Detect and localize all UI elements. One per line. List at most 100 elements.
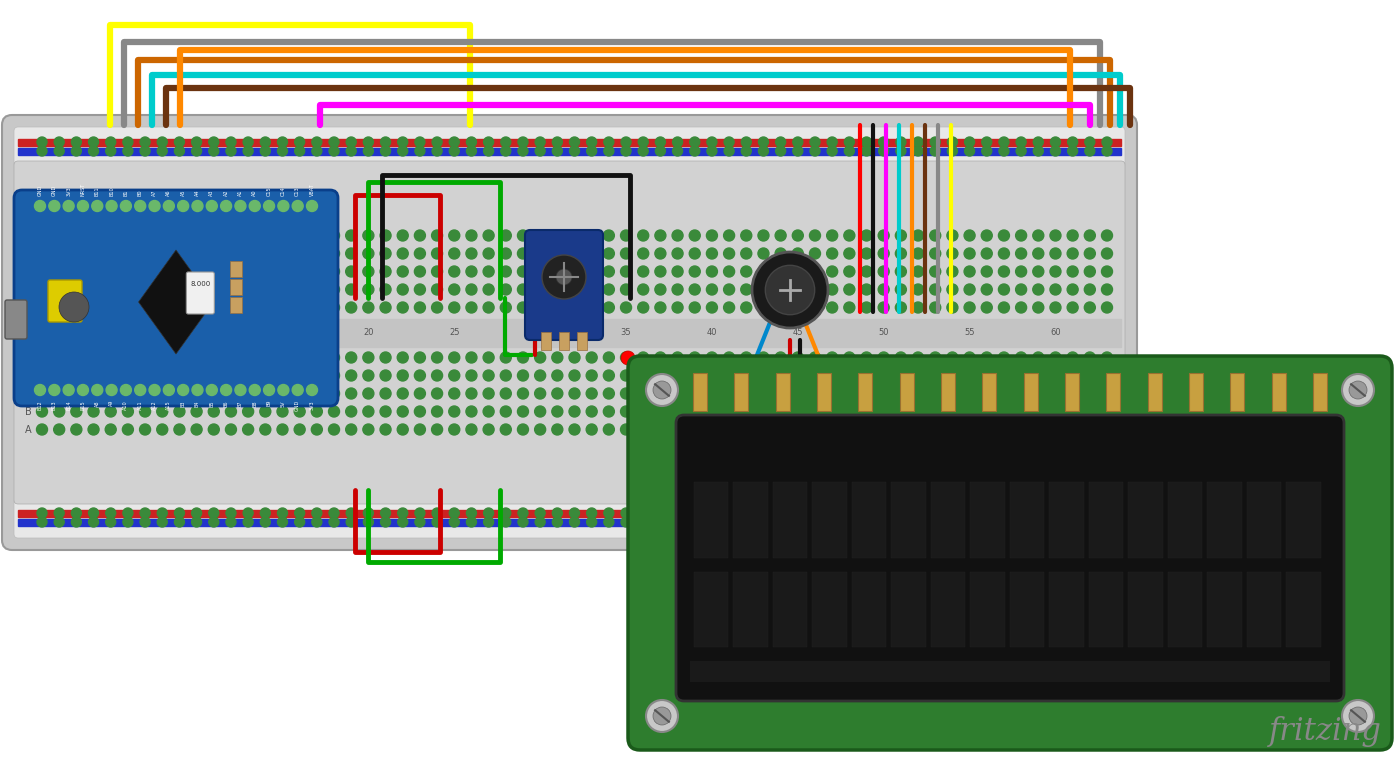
Circle shape	[1102, 388, 1113, 399]
Circle shape	[603, 508, 613, 518]
Circle shape	[689, 388, 700, 399]
Circle shape	[260, 230, 270, 241]
Text: 1: 1	[39, 328, 45, 337]
Circle shape	[518, 517, 528, 527]
Circle shape	[242, 248, 253, 259]
Circle shape	[1033, 508, 1043, 518]
Bar	[970, 572, 1005, 647]
Circle shape	[36, 352, 48, 363]
Circle shape	[260, 352, 270, 363]
Circle shape	[1085, 406, 1095, 417]
Circle shape	[190, 302, 202, 313]
Circle shape	[946, 248, 958, 259]
Circle shape	[645, 700, 678, 732]
Circle shape	[981, 352, 993, 363]
Circle shape	[757, 388, 769, 399]
Circle shape	[312, 508, 322, 518]
Circle shape	[844, 517, 854, 527]
Circle shape	[1033, 248, 1044, 259]
Circle shape	[500, 248, 511, 259]
Circle shape	[346, 370, 357, 381]
FancyBboxPatch shape	[559, 332, 568, 350]
Circle shape	[638, 266, 648, 277]
Circle shape	[741, 517, 752, 527]
Bar	[853, 482, 886, 558]
Circle shape	[294, 266, 305, 277]
Circle shape	[518, 302, 528, 313]
Circle shape	[741, 137, 752, 147]
Circle shape	[930, 146, 941, 156]
Circle shape	[379, 266, 391, 277]
Circle shape	[878, 266, 889, 277]
Circle shape	[431, 248, 442, 259]
Bar	[812, 482, 847, 558]
FancyBboxPatch shape	[231, 297, 242, 313]
Circle shape	[311, 406, 322, 417]
Bar	[1128, 482, 1163, 558]
Circle shape	[500, 406, 511, 417]
Circle shape	[329, 517, 339, 527]
Circle shape	[122, 302, 133, 313]
Circle shape	[88, 284, 99, 295]
Circle shape	[225, 137, 237, 147]
Circle shape	[603, 266, 615, 277]
Circle shape	[190, 424, 202, 435]
Circle shape	[346, 137, 356, 147]
Circle shape	[552, 266, 563, 277]
Bar	[1247, 572, 1281, 647]
Circle shape	[431, 388, 442, 399]
Circle shape	[998, 424, 1009, 435]
Circle shape	[242, 230, 253, 241]
Circle shape	[209, 266, 220, 277]
Circle shape	[449, 370, 459, 381]
Circle shape	[174, 406, 185, 417]
Circle shape	[946, 406, 958, 417]
FancyBboxPatch shape	[1271, 373, 1285, 411]
Text: A9: A9	[109, 400, 113, 406]
Circle shape	[757, 230, 769, 241]
Circle shape	[381, 146, 391, 156]
Circle shape	[140, 370, 151, 381]
Circle shape	[190, 266, 202, 277]
Circle shape	[398, 370, 409, 381]
Text: F: F	[25, 230, 31, 241]
Circle shape	[105, 266, 116, 277]
Circle shape	[603, 352, 615, 363]
Circle shape	[414, 517, 426, 527]
Circle shape	[930, 230, 941, 241]
Circle shape	[192, 200, 203, 212]
Circle shape	[71, 508, 81, 518]
Circle shape	[1343, 374, 1373, 406]
FancyBboxPatch shape	[231, 279, 242, 295]
Circle shape	[620, 370, 631, 381]
Circle shape	[638, 137, 648, 147]
Circle shape	[1102, 302, 1113, 313]
Circle shape	[809, 388, 820, 399]
Circle shape	[878, 388, 889, 399]
Circle shape	[277, 352, 288, 363]
Circle shape	[174, 370, 185, 381]
Circle shape	[930, 517, 941, 527]
Circle shape	[1102, 248, 1113, 259]
Circle shape	[1015, 248, 1026, 259]
Circle shape	[294, 230, 305, 241]
Circle shape	[981, 508, 991, 518]
Circle shape	[1016, 517, 1026, 527]
Circle shape	[570, 508, 580, 518]
Circle shape	[826, 352, 837, 363]
Circle shape	[965, 302, 974, 313]
Circle shape	[225, 284, 237, 295]
Circle shape	[55, 146, 64, 156]
Circle shape	[249, 200, 260, 212]
Circle shape	[398, 406, 409, 417]
Circle shape	[466, 352, 477, 363]
Circle shape	[741, 284, 752, 295]
Circle shape	[1102, 146, 1112, 156]
Circle shape	[568, 388, 580, 399]
Circle shape	[603, 230, 615, 241]
Circle shape	[174, 388, 185, 399]
Bar	[694, 482, 728, 558]
Circle shape	[483, 406, 494, 417]
Circle shape	[776, 137, 785, 147]
Circle shape	[1000, 137, 1009, 147]
